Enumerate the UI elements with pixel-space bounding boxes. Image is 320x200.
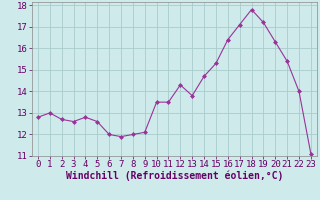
X-axis label: Windchill (Refroidissement éolien,°C): Windchill (Refroidissement éolien,°C) [66, 171, 283, 181]
